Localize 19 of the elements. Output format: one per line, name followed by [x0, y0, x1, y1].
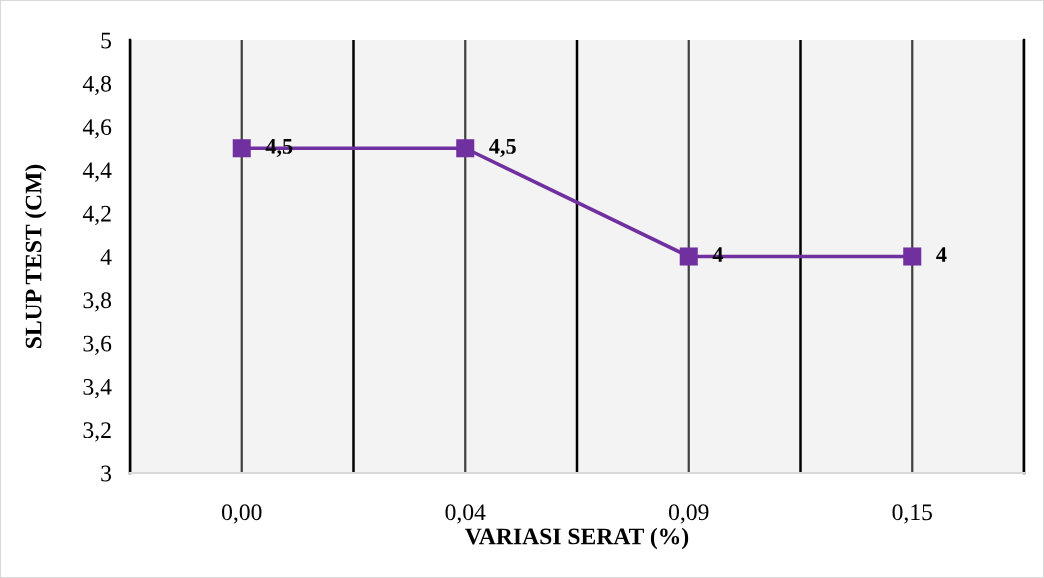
data-label: 4	[936, 247, 947, 262]
y-tick-label: 4,2	[82, 205, 111, 226]
y-tick-label: 4,4	[82, 162, 112, 182]
y-tick-label: 5	[101, 32, 112, 49]
y-tick-label: 3,2	[83, 422, 111, 442]
x-tick-label: 0,04	[445, 504, 486, 524]
y-tick-label: 3,4	[83, 378, 112, 399]
y-tick-label: 3,8	[83, 292, 112, 312]
y-tick-label: 4,6	[82, 119, 112, 139]
y-axis-title: SLUP TEST (CM)	[24, 164, 47, 348]
x-tick-label: 0,00	[221, 504, 262, 524]
y-tick-label: 3,6	[83, 335, 112, 355]
y-tick-label: 3	[101, 465, 112, 482]
x-axis-title: VARIASI SERAT (%)	[465, 527, 689, 550]
data-label: 4,5	[489, 138, 516, 158]
x-tick-label: 0,09	[668, 504, 709, 524]
y-tick-label: 4,8	[82, 75, 112, 96]
x-tick-label: 0,15	[892, 504, 932, 524]
y-tick-label: 4	[100, 249, 112, 265]
